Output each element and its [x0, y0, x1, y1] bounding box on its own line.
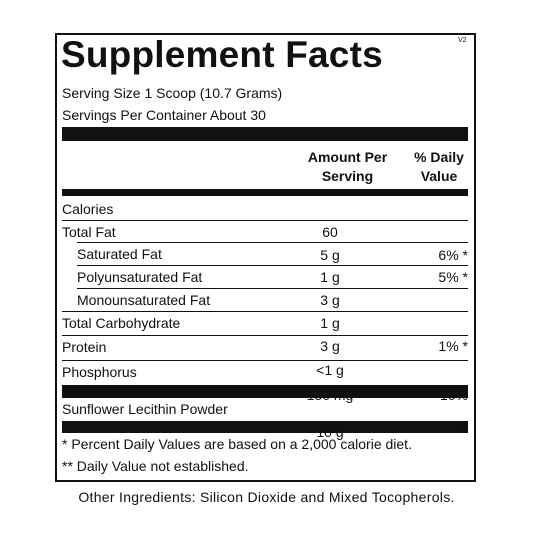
thick-rule [62, 421, 468, 433]
servings-per-container: Servings Per Container About 30 [62, 107, 266, 123]
title: Supplement Facts [61, 34, 383, 75]
column-header: % Daily Value [414, 149, 464, 184]
daily-value: 6% * [438, 247, 468, 263]
nutrient-row: Total Fat 5 g 6% * [62, 220, 468, 263]
daily-value: 1% * [438, 338, 468, 354]
amount: <1 g [316, 362, 344, 378]
daily-value: ** [457, 424, 468, 440]
amount: 5 g [320, 247, 340, 263]
daily-value: 10% [439, 387, 468, 403]
thick-rule [62, 385, 468, 398]
nutrient-name: Saturated Fat [77, 246, 162, 262]
thick-rule [62, 189, 468, 196]
nutrient-row: Polyunsaturated Fat 3 g [77, 265, 468, 308]
nutrient-row: Calories 60 [62, 198, 468, 240]
amount: 1 g [320, 269, 340, 285]
nutrient-name: Phosphorus [62, 364, 137, 380]
amount: 3 g [320, 338, 340, 354]
amount: 130 mg [306, 387, 354, 403]
serving-size: Serving Size 1 Scoop (10.7 Grams) [62, 85, 283, 101]
amount: 1 g [320, 315, 340, 331]
other-ingredients: Other Ingredients: Silicon Dioxide and M… [78, 489, 455, 505]
nutrient-name: Monounsaturated Fat [77, 292, 211, 308]
amount: 60 [322, 224, 338, 240]
nutrient-row: Phosphorus 130 mg 10% [62, 360, 468, 403]
nutrient-name: Total Carbohydrate [62, 315, 181, 331]
amount: 10 g [316, 424, 344, 440]
nutrient-name: Protein [62, 339, 107, 355]
nutrient-name: Total Fat [62, 224, 116, 240]
nutrient-row: Monounsaturated Fat 1 g [77, 288, 468, 331]
nutrient-row: Saturated Fat 1 g 5% * [77, 242, 468, 285]
footnote: ** Daily Value not established. [62, 458, 249, 474]
version: V2 [458, 37, 467, 44]
nutrient-row: Protein <1 g [62, 335, 468, 378]
column-header: Amount Per Serving [307, 149, 388, 184]
daily-value: 5% * [438, 269, 468, 285]
thick-rule [62, 127, 468, 141]
amount: 3 g [320, 292, 340, 308]
nutrient-name: Sunflower Lecithin Powder [62, 401, 228, 417]
footnote: * Percent Daily Values are based on a 2,… [62, 436, 412, 452]
label-box [55, 33, 476, 482]
nutrient-row: Total Carbohydrate 3 g 1% * [62, 311, 468, 354]
nutrient-row: Sunflower Lecithin Powder 10 g ** [62, 398, 468, 440]
nutrient-name: Polyunsaturated Fat [77, 269, 203, 285]
nutrient-name: Calories [62, 201, 114, 217]
